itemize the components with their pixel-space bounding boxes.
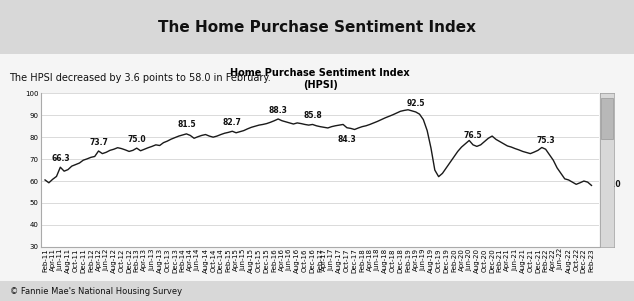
Text: The Home Purchase Sentiment Index: The Home Purchase Sentiment Index [158, 20, 476, 35]
Text: 76.5: 76.5 [463, 132, 482, 141]
Text: 73.7: 73.7 [89, 138, 108, 147]
Text: 58.0: 58.0 [603, 180, 621, 189]
Text: 92.5: 92.5 [406, 98, 425, 107]
Text: © Fannie Mae's National Housing Survey: © Fannie Mae's National Housing Survey [10, 287, 181, 296]
Text: 82.7: 82.7 [223, 118, 242, 127]
Text: 81.5: 81.5 [177, 120, 196, 129]
Bar [601, 98, 612, 139]
Text: 75.0: 75.0 [127, 135, 146, 144]
Text: 75.3: 75.3 [536, 136, 555, 145]
Title: Home Purchase Sentiment Index
(HPSI): Home Purchase Sentiment Index (HPSI) [230, 68, 410, 90]
Text: 88.3: 88.3 [269, 106, 288, 115]
Text: The HPSI decreased by 3.6 points to 58.0 in February.: The HPSI decreased by 3.6 points to 58.0… [10, 73, 271, 83]
Text: 84.3: 84.3 [337, 135, 356, 144]
Text: 85.8: 85.8 [303, 111, 322, 120]
Text: 66.3: 66.3 [51, 154, 70, 163]
